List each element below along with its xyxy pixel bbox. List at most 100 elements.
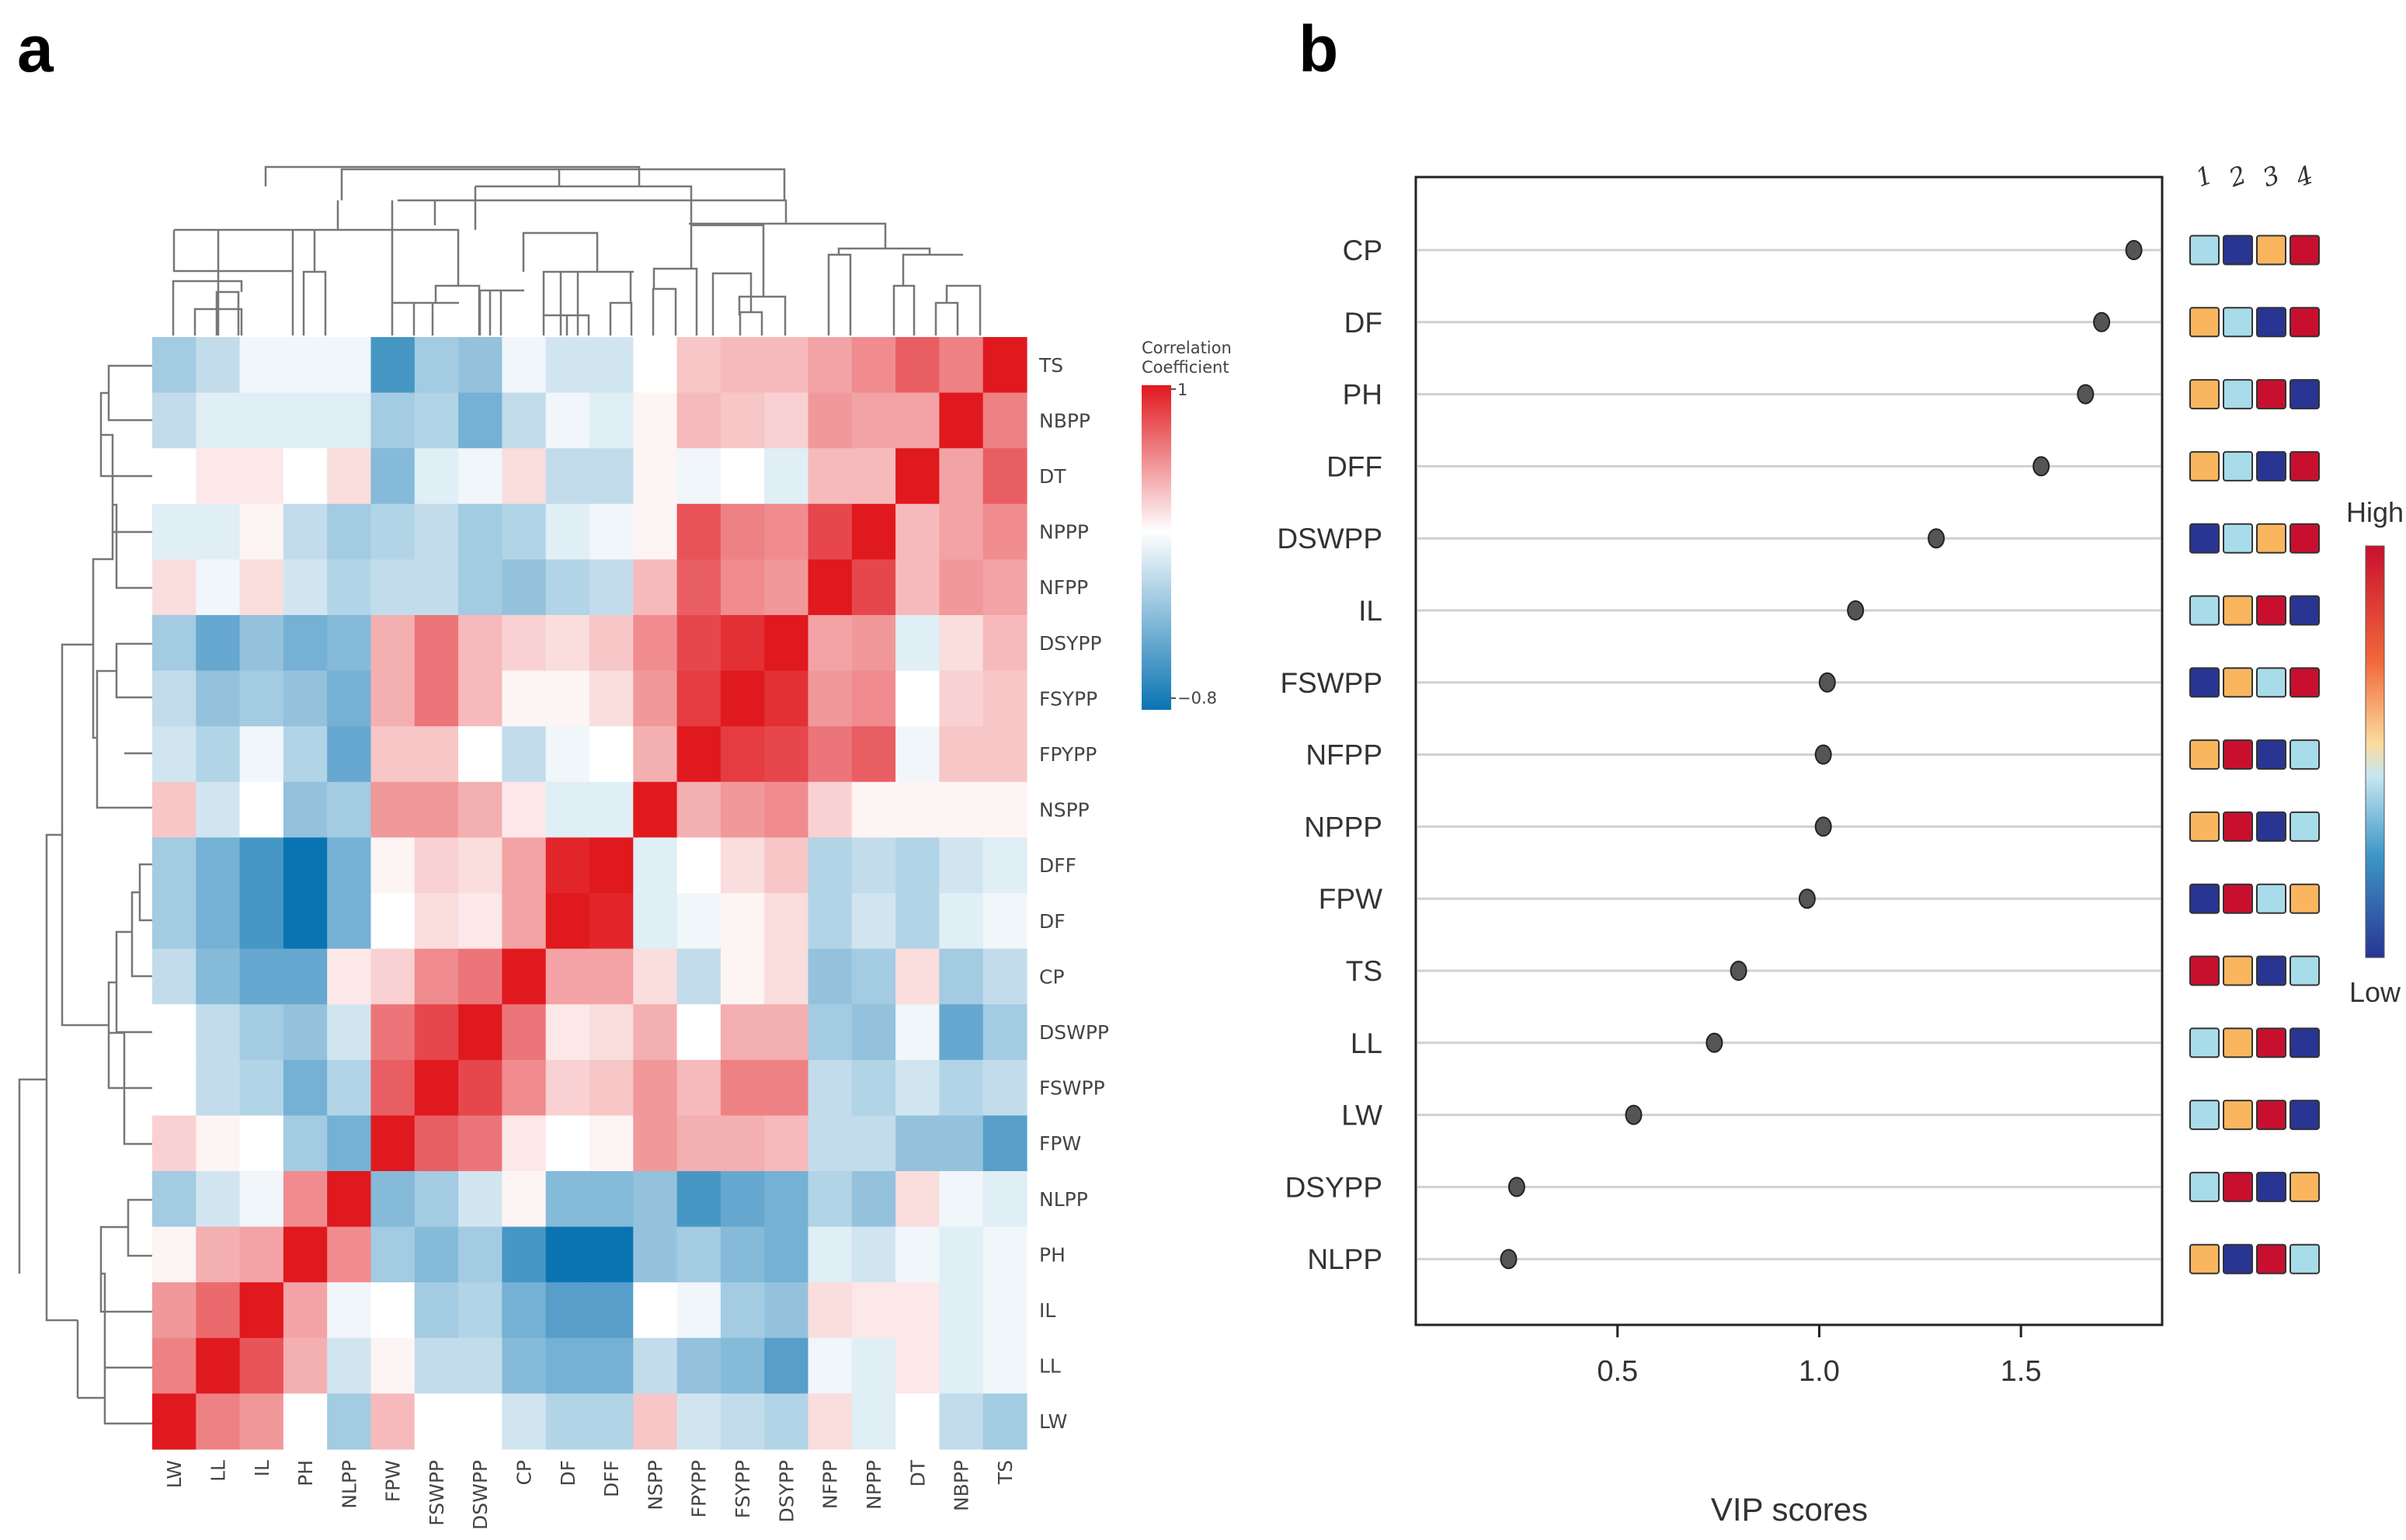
heatmap-cell-nbpp-dff — [589, 392, 634, 449]
heatmap-cell-fpw-ph — [283, 1115, 328, 1172]
heatmap-cell-fswpp-ll — [196, 1059, 241, 1116]
vip-point-dswpp — [1928, 528, 1945, 549]
heatmap-cell-dff-fpw — [370, 837, 415, 894]
heatmap-cell-df-df — [545, 893, 590, 950]
heatmap-cell-nppp-nfpp — [808, 503, 853, 560]
side-matrix-cell-nppp-3 — [2256, 811, 2286, 842]
heatmap-cell-dff-il — [239, 837, 284, 894]
heatmap-cell-fpypp-fsypp — [720, 726, 765, 783]
vip-label-dswpp: DSWPP — [1277, 523, 1382, 554]
side-matrix-cell-dswpp-4 — [2290, 523, 2320, 554]
heatmap-cell-ll-ts — [982, 1337, 1027, 1394]
heatmap-cell-lw-ph — [283, 1393, 328, 1450]
heatmap-cell-cp-nfpp — [808, 948, 853, 1005]
heatmap-cell-df-cp — [502, 893, 547, 950]
heatmap-cell-dff-fsypp — [720, 837, 765, 894]
heatmap-cell-ph-df — [545, 1226, 590, 1283]
panel-a-letter: a — [17, 12, 54, 85]
vip-variable-labels: CP DF PH DFF DSWPP IL FSWPP NFPP NPPP FPW TS LL LW DS… — [1277, 235, 1382, 1275]
vip-label-nlpp: NLPP — [1307, 1243, 1382, 1275]
side-matrix-cell-cp-4 — [2290, 235, 2320, 266]
heatmap-cell-fpw-nppp — [851, 1115, 896, 1172]
heatmap-cell-nlpp-nbpp — [939, 1171, 984, 1228]
heatmap-cell-ph-dt — [895, 1226, 940, 1283]
heatmap-cell-nspp-fpw — [370, 781, 415, 838]
vip-point-nlpp — [1500, 1249, 1518, 1270]
heatmap-cell-nfpp-ll — [196, 559, 241, 616]
heatmap-cell-dff-dsypp — [764, 837, 809, 894]
heatmap-cell-dsypp-cp — [502, 615, 547, 672]
heatmap-row-label-dt: DT — [1039, 465, 1066, 488]
heatmap-cell-dswpp-lw — [152, 1004, 196, 1061]
vip-x-axis-label: VIP scores — [1711, 1491, 1868, 1528]
heatmap-cell-nfpp-fswpp — [414, 559, 459, 616]
heatmap-cell-fswpp-nspp — [633, 1059, 678, 1116]
heatmap-cell-ts-ll — [196, 337, 241, 394]
side-matrix-cell-fswpp-4 — [2290, 667, 2320, 698]
side-matrix-cell-fswpp-2 — [2223, 667, 2253, 698]
heatmap-cells — [152, 337, 1027, 1450]
heatmap-cell-fsypp-ph — [283, 670, 328, 727]
side-matrix-cell-nfpp-4 — [2290, 739, 2320, 770]
heatmap-cell-fpw-dsypp — [764, 1115, 809, 1172]
heatmap-cell-cp-ph — [283, 948, 328, 1005]
heatmap-cell-il-fpw — [370, 1282, 415, 1339]
panel-b-letter: b — [1299, 12, 1338, 85]
heatmap-cell-dswpp-fpypp — [676, 1004, 721, 1061]
side-matrix-cell-fswpp-1 — [2189, 667, 2220, 698]
heatmap-cell-lw-nppp — [851, 1393, 896, 1450]
side-matrix-cell-lw-3 — [2256, 1100, 2286, 1131]
side-matrix-cell-dsypp-1 — [2189, 1171, 2220, 1202]
heatmap-cell-dff-cp — [502, 837, 547, 894]
heatmap-cell-fswpp-fsypp — [720, 1059, 765, 1116]
heatmap-cell-il-dff — [589, 1282, 634, 1339]
heatmap-cell-nbpp-fpypp — [676, 392, 721, 449]
heatmap-cell-nfpp-dff — [589, 559, 634, 616]
heatmap-cell-nspp-nppp — [851, 781, 896, 838]
heatmap-cell-fsypp-il — [239, 670, 284, 727]
heatmap-cell-fswpp-nbpp — [939, 1059, 984, 1116]
heatmap-col-label-lw: LW — [163, 1460, 186, 1488]
heatmap-cell-ts-fswpp — [414, 337, 459, 394]
heatmap-col-label-fpw: FPW — [382, 1460, 405, 1502]
heatmap-row-label-cp: CP — [1039, 965, 1065, 988]
heatmap-cell-nppp-ts — [982, 503, 1027, 560]
heatmap-cell-cp-df — [545, 948, 590, 1005]
heatmap-cell-fsypp-df — [545, 670, 590, 727]
legend-high-label: High — [2346, 496, 2404, 528]
heatmap-cell-nppp-nspp — [633, 503, 678, 560]
heatmap-cell-dff-nlpp — [327, 837, 372, 894]
heatmap-cell-fpw-df — [545, 1115, 590, 1172]
heatmap-cell-fpw-fswpp — [414, 1115, 459, 1172]
heatmap-cell-nlpp-fpypp — [676, 1171, 721, 1228]
heatmap-cell-nbpp-dt — [895, 392, 940, 449]
side-matrix-cell-lw-2 — [2223, 1100, 2253, 1131]
heatmap-cell-ph-dsypp — [764, 1226, 809, 1283]
heatmap-cell-fpypp-ts — [982, 726, 1027, 783]
heatmap-cell-fpypp-dt — [895, 726, 940, 783]
legend-low-label: Low — [2349, 976, 2401, 1008]
heatmap-cell-fswpp-fswpp — [414, 1059, 459, 1116]
row-dendrogram — [18, 364, 152, 1425]
heatmap-col-label-fsypp: FSYPP — [732, 1460, 754, 1518]
heatmap-cell-nppp-dswpp — [458, 503, 502, 560]
heatmap-cell-dsypp-fswpp — [414, 615, 459, 672]
side-matrix-cell-nppp-1 — [2189, 811, 2220, 842]
heatmap-cell-dswpp-ph — [283, 1004, 328, 1061]
heatmap-cell-cp-lw — [152, 948, 196, 1005]
heatmap-cell-nppp-fpypp — [676, 503, 721, 560]
heatmap-col-label-ll: LL — [207, 1460, 229, 1482]
heatmap-cell-dt-ts — [982, 448, 1027, 505]
heatmap-cell-ll-dt — [895, 1337, 940, 1394]
heatmap-cell-nspp-ph — [283, 781, 328, 838]
heatmap-cell-dsypp-lw — [152, 615, 196, 672]
heatmap-cell-fpw-fpw — [370, 1115, 415, 1172]
vip-label-nppp: NPPP — [1304, 811, 1382, 843]
vip-label-ts: TS — [1346, 955, 1382, 987]
vip-point-ll — [1705, 1032, 1723, 1053]
heatmap-column-labels: LW LL IL PH NLPP FPW FSWPP DSWPP CP DF DFF NSPP FPYP… — [163, 1459, 1017, 1530]
vip-point-cp — [2125, 240, 2143, 260]
heatmap-col-label-fpypp: FPYPP — [688, 1460, 711, 1517]
heatmap-cell-fpypp-dswpp — [458, 726, 502, 783]
heatmap-cell-ll-cp — [502, 1337, 547, 1394]
